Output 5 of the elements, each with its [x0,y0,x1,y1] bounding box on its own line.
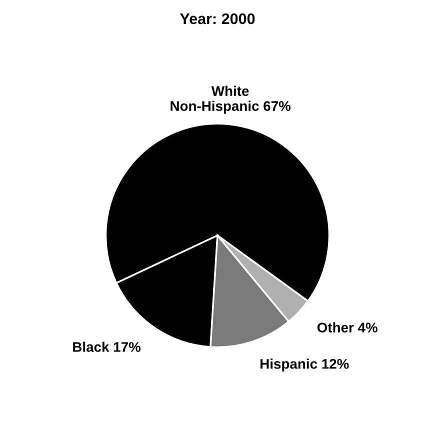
slice-label: White Non-Hispanic 67% [170,86,291,114]
slice-label: Black 17% [73,342,141,352]
chart-title: Year: 2000 [180,13,255,24]
slice-label: Hispanic 12% [260,358,349,372]
slice-label: Other 4% [317,322,378,332]
